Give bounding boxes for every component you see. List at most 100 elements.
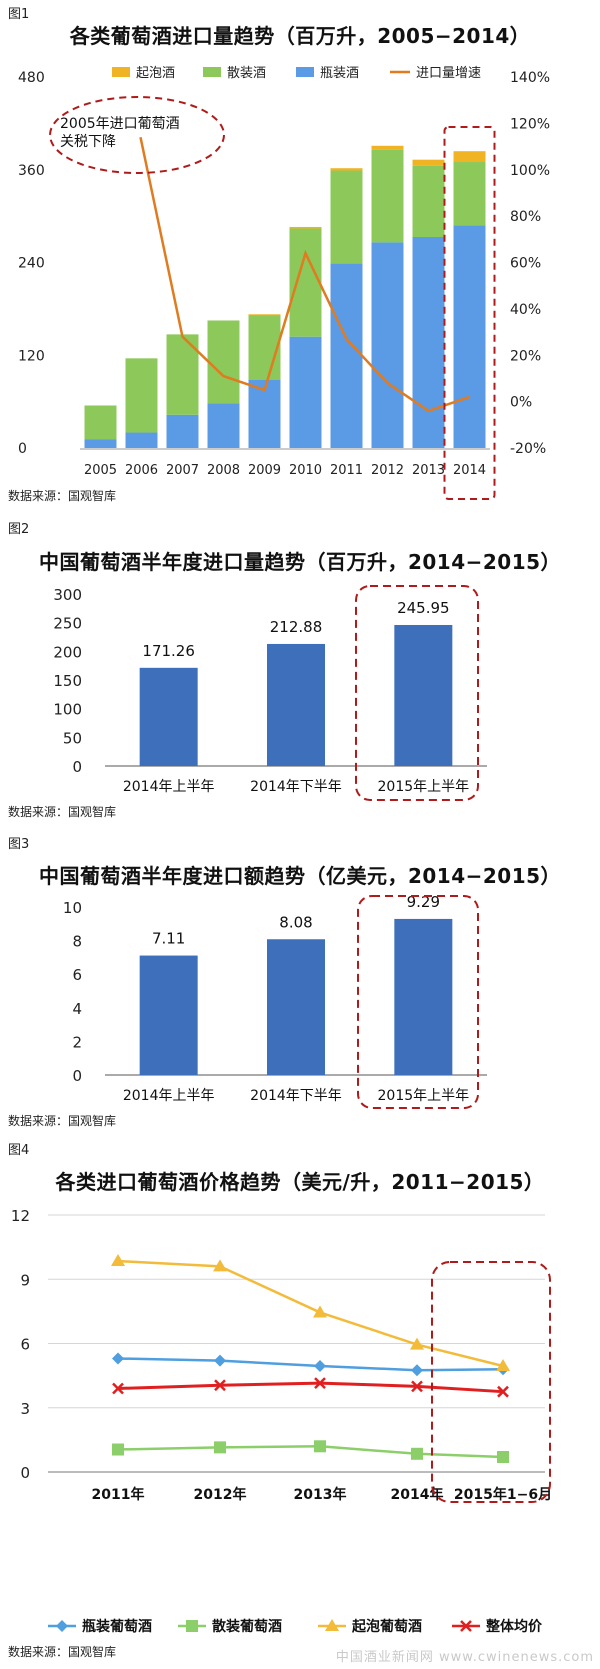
fig1-y2tick: 80% (510, 209, 541, 225)
fig1-bar (289, 228, 322, 337)
fig3-highlight-box (357, 895, 479, 1109)
fig1-bar (412, 236, 445, 448)
fig3-ytick: 8 (72, 933, 82, 951)
fig4-legend-marker (186, 1620, 198, 1632)
fig4-series-line (117, 1259, 504, 1368)
fig1-xtick: 2008 (207, 463, 240, 478)
fig2-xtick: 2014年下半年 (250, 779, 342, 795)
fig1-xtick: 2013 (412, 463, 445, 478)
fig4-point (213, 1259, 227, 1272)
fig4-legend-label: 瓶装葡萄酒 (82, 1618, 152, 1635)
fig1-xtick: 2006 (125, 463, 158, 478)
fig4-point (313, 1305, 327, 1318)
fig1-bar (330, 263, 363, 448)
fig3-ytick: 2 (72, 1033, 82, 1051)
fig1-chart: 0 120 240 360 480 -20% 0% 20% 40% 60% 80% 100% 120% 1… (18, 66, 550, 500)
fig1-y2tick: 40% (510, 302, 541, 318)
fig1-ytick: 360 (18, 163, 45, 179)
fig2-ytick: 300 (53, 586, 82, 604)
fig1-bar (412, 159, 445, 166)
fig1-xtick: 2010 (289, 463, 322, 478)
fig3-data-label: 7.11 (152, 930, 185, 948)
fig3-xtick: 2014年下半年 (250, 1088, 342, 1104)
fig4-legend-marker (460, 1620, 472, 1632)
fig4-point (497, 1385, 509, 1398)
fig1-bar (453, 225, 486, 448)
fig4-xtick: 2015年1−6月 (454, 1486, 552, 1503)
fig1-bar (371, 149, 404, 243)
watermark: 中国酒业新闻网 www.cwinenews.com (335, 1650, 594, 1665)
fig3-source: 数据来源：国观智库 (8, 1114, 117, 1128)
fig4-legend-label: 整体均价 (485, 1618, 543, 1635)
fig1-source: 数据来源：国观智库 (8, 489, 117, 503)
fig4-series-line (117, 1445, 504, 1459)
fig1-xtick: 2012 (371, 463, 404, 478)
fig1-bar (453, 151, 486, 163)
fig1-bar (166, 414, 199, 448)
fig1-y2tick: -20% (510, 441, 546, 457)
fig4-point (411, 1447, 423, 1460)
fig4-xtick: 2012年 (194, 1486, 247, 1503)
fig1-legend-label: 起泡酒 (136, 66, 175, 81)
fig2-ytick: 150 (53, 672, 82, 690)
fig1-legend-swatch (203, 67, 221, 77)
fig3-data-label: 9.29 (407, 893, 440, 911)
fig1-ytick: 240 (18, 256, 45, 272)
fig4-series-line (117, 1381, 504, 1394)
fig1-bar (371, 145, 404, 150)
fig3-bar (394, 918, 453, 1075)
fig1-bar (248, 315, 281, 380)
fig1-annotation-line1: 2005年进口葡萄酒 (60, 116, 180, 132)
fig2-source: 数据来源：国观智库 (8, 805, 117, 819)
fig4-point (112, 1382, 124, 1395)
fig1-title: 各类葡萄酒进口量趋势（百万升，2005−2014） (69, 24, 531, 48)
fig1-bar (371, 242, 404, 448)
fig3-ytick: 6 (72, 966, 82, 984)
fig1-xtick: 2014 (453, 463, 486, 478)
fig2-xtick: 2015年上半年 (378, 779, 470, 795)
fig2-label: 图2 (8, 522, 30, 537)
fig1-y2tick: 120% (510, 116, 550, 132)
fig1-legend-label: 进口量增速 (416, 66, 481, 81)
fig4-point (214, 1441, 226, 1454)
fig4-legend-marker (56, 1620, 68, 1632)
fig4-point (497, 1451, 509, 1464)
fig4-ytick: 0 (20, 1464, 30, 1482)
fig1-xtick: 2005 (84, 463, 117, 478)
fig1-label: 图1 (8, 7, 30, 22)
fig4-point (112, 1443, 124, 1456)
fig3-ytick: 10 (63, 899, 82, 917)
fig1-bar (412, 165, 445, 237)
fig1-xtick: 2011 (330, 463, 363, 478)
fig4-point (496, 1358, 510, 1371)
fig1-ytick: 0 (18, 441, 27, 457)
fig4-title: 各类进口葡萄酒价格趋势（美元/升，2011−2015） (55, 1170, 545, 1194)
fig3-bar (139, 955, 198, 1075)
fig1-legend-label: 散装酒 (227, 66, 266, 81)
fig1-y2tick: 20% (510, 348, 541, 364)
fig1-annotation-ring (49, 96, 225, 174)
fig4-xtick: 2014年 (391, 1486, 444, 1503)
fig1-bar (84, 405, 117, 440)
fig4-point (411, 1380, 423, 1393)
fig1-growth-line (139, 137, 470, 413)
fig2-bar (139, 667, 198, 766)
fig4-legend-label: 起泡葡萄酒 (351, 1618, 422, 1635)
fig4-point (111, 1254, 125, 1267)
fig3-data-label: 8.08 (279, 913, 312, 931)
fig1-bar (125, 358, 158, 433)
fig1-y2tick: 60% (510, 256, 541, 272)
fig2-chart: 0 50 100 150 200 250 300 171.26 2014年上半年 212.88 20… (53, 585, 487, 801)
fig2-ytick: 100 (53, 701, 82, 719)
fig1-legend-swatch (296, 67, 314, 77)
fig1-y2tick: 140% (510, 70, 550, 86)
fig2-xtick: 2014年上半年 (123, 779, 215, 795)
fig1-y2tick: 100% (510, 163, 550, 179)
fig2-data-label: 212.88 (270, 618, 323, 636)
fig2-ytick: 200 (53, 643, 82, 661)
fig2-ytick: 0 (72, 758, 82, 776)
fig1-bar (289, 226, 322, 229)
fig4-point (314, 1377, 326, 1390)
fig4-source: 数据来源：国观智库 (8, 1645, 117, 1659)
fig1-legend-swatch (112, 67, 130, 77)
